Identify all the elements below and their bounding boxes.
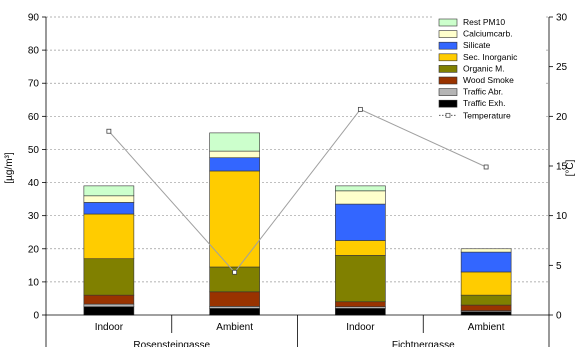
bar-segment — [335, 185, 386, 192]
bar-segment — [460, 248, 512, 253]
x-group-label: Fichtnergasse — [392, 340, 455, 347]
bar-segment — [209, 291, 260, 307]
temperature-line — [106, 106, 489, 275]
bar-segment — [209, 150, 260, 159]
y-tick-label-left: 50 — [28, 145, 40, 156]
y-tick-label-left: 80 — [28, 46, 40, 57]
legend: Rest PM10 Calciumcarb.Silicate Sec. Inorga… — [433, 16, 545, 124]
bar-segment — [83, 306, 135, 316]
y-tick-label-left: 70 — [28, 79, 40, 90]
bar-segment — [335, 203, 386, 241]
bar-segment — [83, 213, 135, 260]
legend-swatch — [438, 65, 458, 73]
bars — [83, 132, 512, 316]
bar-segment — [83, 258, 135, 296]
y-tick-label-right: 0 — [556, 311, 562, 322]
legend-swatch — [438, 41, 458, 50]
y-tick-label-right: 15 — [556, 162, 568, 173]
bar-segment — [335, 255, 386, 303]
bar-segment — [209, 266, 260, 293]
legend-swatch — [438, 30, 458, 38]
y-tick-label-right: 30 — [556, 13, 568, 24]
x-tick-label: Indoor — [95, 322, 124, 333]
bar-segment — [83, 303, 135, 308]
bar-segment — [460, 304, 512, 311]
legend-marker — [445, 112, 451, 118]
legend-label: Temperature — [463, 110, 511, 120]
y-tick-label-left: 60 — [28, 112, 40, 123]
y-tick-label-left: 20 — [28, 244, 40, 255]
bar-segment — [335, 308, 386, 316]
tick-labels: 0 10 20 30 40 50 60 70 80 90 0 5 10 15 20 25 30 Indoor Amb… — [28, 13, 568, 347]
x-group-label: Rosensteingasse — [133, 340, 210, 347]
x-tick-label: Ambient — [216, 322, 253, 333]
bar-segment — [460, 251, 512, 273]
temperature-point — [483, 164, 489, 170]
legend-label: Silicate — [463, 40, 491, 50]
axes — [42, 16, 553, 347]
y-tick-label-left: 40 — [28, 178, 40, 189]
temperature-line-path — [108, 108, 487, 274]
bar-segment — [209, 308, 260, 316]
bar-segment — [83, 294, 135, 305]
bar-segment — [83, 195, 135, 203]
y-tick-label-left: 30 — [28, 211, 40, 222]
y-tick-label-left: 10 — [28, 277, 40, 288]
y-tick-label-left: 0 — [33, 311, 39, 322]
legend-swatch — [438, 18, 458, 27]
bar-segment — [460, 311, 512, 316]
bar-segment — [460, 294, 512, 306]
y-axis-left-title: [µg/m³] — [4, 152, 15, 184]
legend-swatch — [438, 88, 458, 96]
temperature-point — [106, 128, 112, 134]
temperature-point — [357, 106, 363, 112]
y-tick-label-right: 5 — [556, 261, 562, 272]
legend-label: Wood Smoke — [463, 75, 514, 85]
legend-swatch — [438, 99, 458, 108]
bar-segment — [83, 185, 135, 197]
y-tick-label-left: 90 — [28, 13, 40, 24]
temperature-point — [232, 269, 238, 275]
legend-label: Organic M. — [463, 63, 505, 73]
bar-segment — [460, 271, 512, 296]
legend-label: Rest PM10 — [463, 17, 505, 27]
x-tick-label: Indoor — [346, 322, 375, 333]
bar-segment — [335, 190, 386, 205]
bar-segment — [335, 240, 386, 256]
legend-swatch — [438, 53, 458, 62]
bar-segment — [335, 301, 386, 308]
legend-label: Sec. Inorganic — [463, 52, 518, 62]
y-axis-right-title: [°C] — [565, 159, 576, 176]
y-tick-label-right: 10 — [556, 211, 568, 222]
bar-segment — [209, 157, 260, 172]
bar-segment — [209, 132, 260, 152]
legend-label: Traffic Exh. — [463, 98, 506, 108]
legend-swatch — [438, 76, 458, 85]
legend-label: Calciumcarb. — [463, 29, 513, 39]
x-tick-label: Ambient — [468, 322, 505, 333]
bar-segment — [83, 202, 135, 215]
y-tick-label-right: 20 — [556, 112, 568, 123]
legend-label: Traffic Abr. — [463, 87, 503, 97]
y-tick-label-right: 25 — [556, 62, 568, 73]
